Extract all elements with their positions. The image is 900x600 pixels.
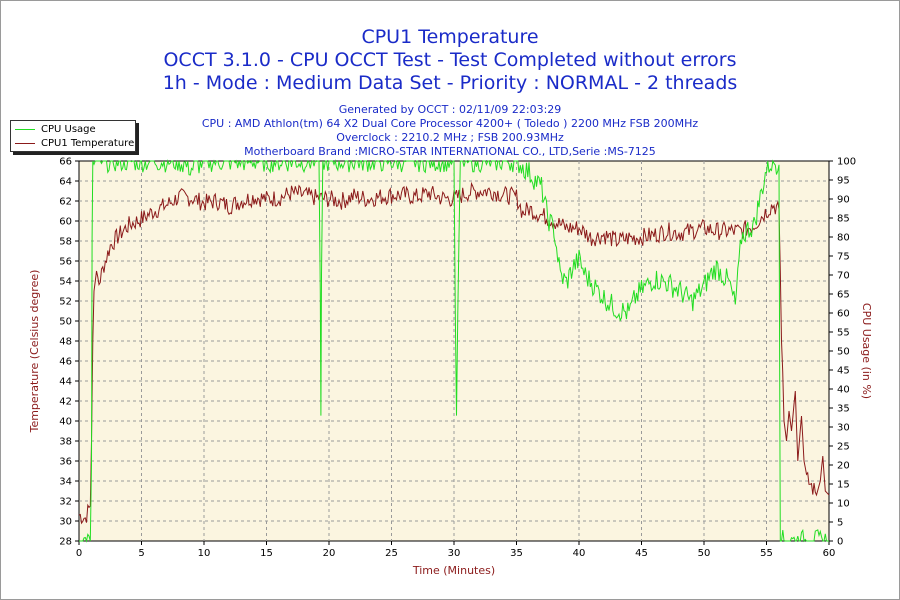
chart-title: CPU1 Temperature [361, 26, 539, 48]
y-right-tick-label: 20 [837, 461, 850, 472]
y-left-tick-label: 46 [59, 357, 72, 368]
y-axis-right-label: CPU Usage (in %) [860, 303, 873, 399]
y-right-tick-label: 80 [837, 233, 850, 244]
legend-swatch-temperature [15, 143, 35, 144]
y-left-tick-label: 38 [59, 437, 72, 448]
y-right-tick-label: 10 [837, 499, 850, 510]
y-right-tick-label: 45 [837, 366, 850, 377]
y-left-tick-label: 60 [59, 217, 72, 228]
y-right-tick-label: 50 [837, 347, 850, 358]
legend-item-usage: CPU Usage [15, 123, 96, 136]
y-right-tick-label: 95 [837, 176, 850, 187]
x-tick-label: 60 [823, 548, 836, 559]
y-left-tick-label: 62 [59, 197, 72, 208]
legend-label-temperature: CPU1 Temperature [41, 138, 135, 149]
y-right-tick-label: 55 [837, 328, 850, 339]
y-left-tick-label: 36 [59, 457, 72, 468]
x-tick-label: 5 [138, 548, 144, 559]
y-left-tick-label: 54 [59, 277, 72, 288]
x-tick-label: 30 [448, 548, 461, 559]
x-tick-label: 40 [573, 548, 586, 559]
y-right-tick-label: 85 [837, 214, 850, 225]
y-left-tick-label: 42 [59, 397, 72, 408]
series-line-usage [79, 159, 829, 543]
x-tick-label: 55 [760, 548, 773, 559]
y-axis-left-label: Temperature (Celsius degree) [28, 270, 41, 434]
y-left-tick-label: 66 [59, 157, 72, 168]
y-right-tick-label: 90 [837, 195, 850, 206]
x-tick-label: 15 [260, 548, 273, 559]
legend-swatch-usage [15, 129, 35, 130]
y-right-tick-label: 25 [837, 442, 850, 453]
y-left-tick-label: 44 [59, 377, 72, 388]
cpu-line: CPU : AMD Athlon(tm) 64 X2 Dual Core Pro… [201, 117, 699, 130]
y-right-tick-label: 35 [837, 404, 850, 415]
chart-title-block: CPU1 Temperature OCCT 3.1.0 - CPU OCCT T… [0, 26, 900, 95]
x-tick-label: 50 [698, 548, 711, 559]
overclock-line: Overclock : 2210.2 MHz ; FSB 200.93MHz [336, 131, 564, 144]
x-tick-label: 10 [198, 548, 211, 559]
tick-layer: 0 5 10 15 20 25 30 35 40 45 50 55 602830323436384042… [59, 157, 856, 560]
y-right-tick-label: 5 [837, 518, 843, 529]
series-layer [78, 159, 830, 543]
x-tick-label: 45 [635, 548, 648, 559]
x-axis-label: Time (Minutes) [412, 564, 495, 577]
x-tick-label: 25 [385, 548, 398, 559]
y-left-tick-label: 48 [59, 337, 72, 348]
system-info-block: Generated by OCCT : 02/11/09 22:03:29 CP… [0, 103, 900, 159]
y-left-tick-label: 50 [59, 317, 72, 328]
chart-subtitle-mode: 1h - Mode : Medium Data Set - Priority :… [162, 72, 738, 94]
chart-subtitle-test: OCCT 3.1.0 - CPU OCCT Test - Test Comple… [163, 49, 737, 71]
y-left-tick-label: 28 [59, 537, 72, 548]
y-left-tick-label: 30 [59, 517, 72, 528]
y-left-tick-label: 52 [59, 297, 72, 308]
y-right-tick-label: 0 [837, 537, 843, 548]
generated-line: Generated by OCCT : 02/11/09 22:03:29 [338, 103, 562, 116]
y-right-tick-label: 60 [837, 309, 850, 320]
y-right-tick-label: 75 [837, 252, 850, 263]
chart-legend: CPU Usage CPU1 Temperature [10, 120, 136, 152]
y-left-tick-label: 58 [59, 237, 72, 248]
y-left-tick-label: 64 [59, 177, 72, 188]
legend-item-temperature: CPU1 Temperature [15, 137, 134, 150]
y-left-tick-label: 32 [59, 497, 72, 508]
motherboard-line: Motherboard Brand :MICRO-STAR INTERNATIO… [244, 145, 656, 158]
y-left-tick-label: 34 [59, 477, 72, 488]
y-right-tick-label: 65 [837, 290, 850, 301]
y-right-tick-label: 100 [837, 157, 856, 168]
y-left-tick-label: 40 [59, 417, 72, 428]
x-tick-label: 35 [510, 548, 523, 559]
y-left-tick-label: 56 [59, 257, 72, 268]
y-right-tick-label: 40 [837, 385, 850, 396]
x-tick-label: 0 [76, 548, 82, 559]
y-right-tick-label: 70 [837, 271, 850, 282]
y-right-tick-label: 30 [837, 423, 850, 434]
legend-label-usage: CPU Usage [41, 124, 96, 135]
x-tick-label: 20 [323, 548, 336, 559]
y-right-tick-label: 15 [837, 480, 850, 491]
